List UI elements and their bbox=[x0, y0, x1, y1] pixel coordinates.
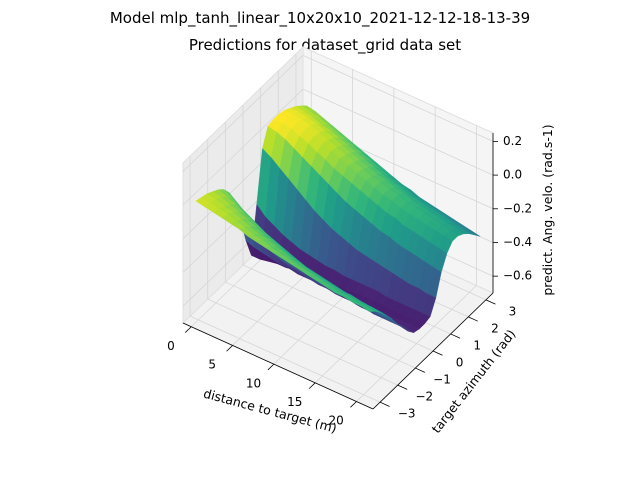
x-tick-label: 10 bbox=[246, 376, 261, 390]
axis-lines-and-ticks bbox=[182, 133, 498, 410]
y-tick-label: 0 bbox=[456, 356, 464, 370]
z-gridline bbox=[302, 55, 494, 142]
x-tick bbox=[267, 363, 275, 371]
y-tick bbox=[432, 350, 443, 356]
x-tick-label: 15 bbox=[287, 395, 302, 409]
x-tick bbox=[184, 326, 192, 333]
z-tick-label: −0.4 bbox=[503, 235, 532, 249]
x-tick bbox=[350, 401, 357, 408]
z-tick-label: −0.6 bbox=[503, 269, 532, 283]
surface-mesh bbox=[195, 105, 481, 333]
z-tick-label: 0.2 bbox=[503, 134, 522, 148]
x-axis-line bbox=[182, 322, 374, 410]
z-axis-label: predict. Ang. velo. (rad.s-1) bbox=[540, 124, 555, 295]
y-tick-label: −3 bbox=[398, 407, 416, 421]
y-gridline bbox=[189, 315, 381, 403]
y-tick bbox=[379, 401, 390, 407]
y-tick-label: 2 bbox=[491, 321, 499, 335]
z-gridline bbox=[182, 55, 304, 172]
z-tick-label: 0.0 bbox=[503, 168, 522, 182]
z-tick-label: −0.2 bbox=[503, 201, 532, 215]
x-tick bbox=[226, 345, 233, 352]
y-tick bbox=[415, 367, 426, 373]
surface-facet bbox=[360, 305, 376, 312]
y-tick bbox=[468, 316, 478, 322]
x-tick-label: 5 bbox=[208, 358, 216, 372]
y-gridline bbox=[207, 298, 398, 386]
y-tick bbox=[450, 333, 461, 339]
x-tick bbox=[308, 382, 316, 389]
x-tick-label: 20 bbox=[328, 414, 343, 428]
y-gridline bbox=[242, 264, 434, 352]
y-tick bbox=[397, 384, 408, 390]
y-tick-label: 3 bbox=[509, 304, 517, 318]
y-tick bbox=[485, 299, 496, 305]
figure-title: Model mlp_tanh_linear_10x20x10_2021-12-1… bbox=[110, 9, 530, 28]
z-gridline bbox=[182, 88, 304, 206]
z-gridline bbox=[302, 88, 494, 176]
y-tick-label: −2 bbox=[415, 390, 433, 404]
y-gridline bbox=[225, 281, 416, 369]
y-tick-label: −1 bbox=[433, 373, 451, 387]
axes-subtitle: Predictions for dataset_grid data set bbox=[189, 36, 461, 55]
y-tick-label: 1 bbox=[473, 339, 481, 353]
x-tick-label: 0 bbox=[167, 339, 175, 353]
